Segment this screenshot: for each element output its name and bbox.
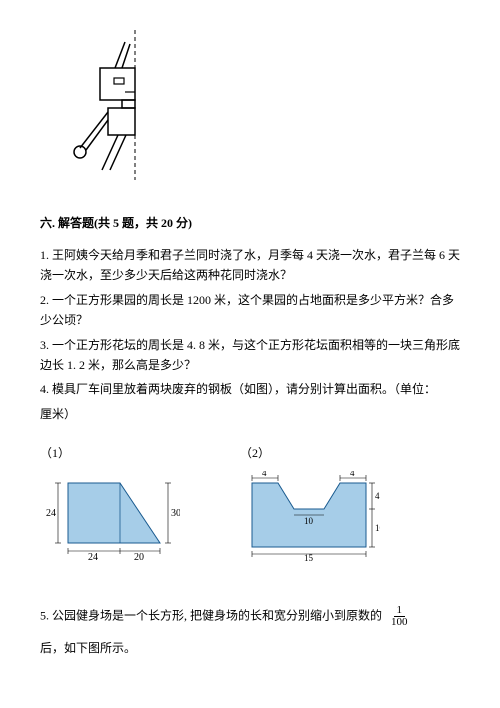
fig1-dim-bl: 24 xyxy=(88,552,98,561)
figure-2-block: （2） 4 4 10 4 10 xyxy=(240,444,380,565)
fig2-dim-bottom: 15 xyxy=(304,553,314,561)
robot-svg xyxy=(60,30,170,180)
question-2: 2. 一个正方形果园的周长是 1200 米，这个果园的占地面积是多少平方米？合多… xyxy=(40,290,460,331)
figure-1-svg: 24 30 24 20 xyxy=(40,471,180,561)
fig2-dim-tl: 4 xyxy=(262,471,267,478)
fig1-dim-left: 24 xyxy=(46,508,56,519)
figure-2-label: （2） xyxy=(240,444,380,461)
question-5-line1: 5. 公园健身场是一个长方形, 把健身场的长和宽分别缩小到原数的 1 100 xyxy=(40,605,460,628)
figure-1-label: （1） xyxy=(40,444,180,461)
fig2-dim-rb: 10 xyxy=(375,523,380,533)
figure-2-svg: 4 4 10 4 10 15 xyxy=(240,471,380,561)
question-4-unit: 厘米） xyxy=(40,404,460,424)
q5-fraction-den: 100 xyxy=(388,617,411,628)
q5-text-part1: 5. 公园健身场是一个长方形, 把健身场的长和宽分别缩小到原数的 xyxy=(40,608,382,622)
question-5-line2: 后，如下图所示。 xyxy=(40,638,460,658)
question-3: 3. 一个正方形花坛的周长是 4. 8 米，与这个正方形花坛面积相等的一块三角形… xyxy=(40,335,460,376)
q5-fraction: 1 100 xyxy=(388,605,411,628)
fig2-dim-mid: 10 xyxy=(304,516,314,526)
robot-symmetry-figure xyxy=(60,30,460,184)
figure-1-block: （1） 24 30 24 20 xyxy=(40,444,180,565)
fig1-dim-right: 30 xyxy=(171,508,180,519)
fig2-dim-rt: 4 xyxy=(375,491,380,501)
question-1: 1. 王阿姨今天给月季和君子兰同时浇了水，月季每 4 天浇一次水，君子兰每 6 … xyxy=(40,245,460,286)
question-4: 4. 模具厂车间里放着两块废弃的钢板（如图），请分别计算出面积。（单位： xyxy=(40,379,460,399)
fig1-dim-br: 20 xyxy=(134,552,144,561)
section-title: 六. 解答题(共 5 题，共 20 分) xyxy=(40,214,460,231)
fig2-dim-tr: 4 xyxy=(350,471,355,478)
figures-row: （1） 24 30 24 20 （2） xyxy=(40,444,460,565)
